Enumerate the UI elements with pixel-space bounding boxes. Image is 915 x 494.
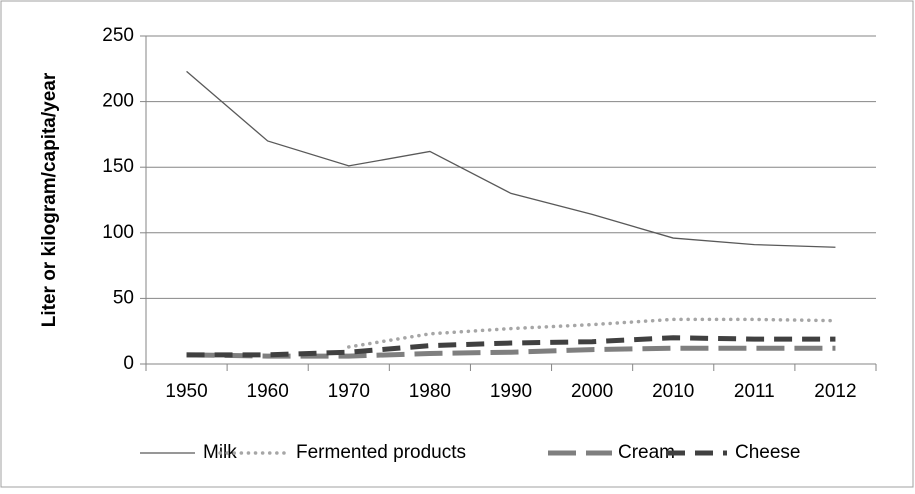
x-tick-label: 1960 — [247, 381, 289, 402]
y-tick-label: 150 — [102, 156, 134, 177]
y-tick-label: 50 — [113, 287, 134, 308]
y-tick-label: 200 — [102, 91, 134, 112]
x-tick-label: 2010 — [652, 381, 694, 402]
legend-label: Cream — [618, 442, 675, 463]
y-tick-label: 100 — [102, 222, 134, 243]
x-tick-label: 2012 — [814, 381, 856, 402]
y-tick-label: 250 — [102, 25, 134, 46]
x-tick-label: 2000 — [571, 381, 613, 402]
y-axis-title: Liter or kilogram/capita/year — [39, 72, 60, 327]
y-tick-label: 0 — [123, 353, 134, 374]
x-tick-label: 1950 — [165, 381, 207, 402]
series-line — [186, 70, 836, 248]
x-tick-label: 1980 — [409, 381, 451, 402]
legend-label: Cheese — [735, 442, 801, 463]
legend-label: Fermented products — [296, 442, 466, 463]
series-line — [186, 335, 836, 358]
x-tick-label: 1990 — [490, 381, 532, 402]
x-tick-label: 2011 — [734, 381, 775, 402]
series-line — [186, 345, 836, 359]
x-tick-label: 1970 — [328, 381, 370, 402]
